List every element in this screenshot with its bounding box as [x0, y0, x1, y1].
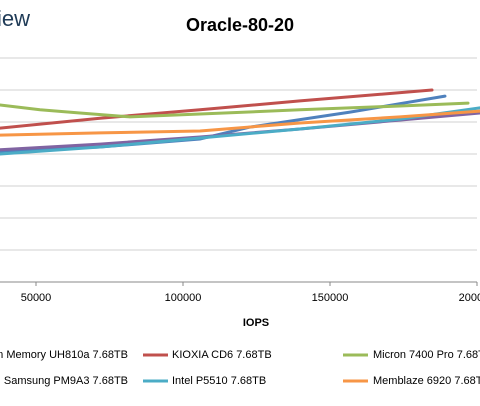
x-tick-label: 150000 — [312, 292, 349, 304]
legend-label: Samsung PM9A3 7.68TB — [4, 375, 128, 387]
logo: StorageReview — [0, 6, 30, 31]
series-line — [0, 109, 480, 137]
x-tick-label: 50000 — [21, 292, 52, 304]
legend-label: Union Memory UH810a 7.68TB — [0, 349, 128, 361]
x-axis-label: IOPS — [243, 317, 269, 329]
series-line — [0, 94, 447, 153]
x-tick-label: 200000 — [459, 292, 480, 304]
chart-title: Oracle-80-20 — [186, 15, 294, 35]
x-tick-label: 100000 — [165, 292, 202, 304]
legend-label: Memblaze 6920 7.68TB — [373, 375, 480, 387]
legend-label: KIOXIA CD6 7.68TB — [172, 349, 272, 361]
legend-label: Micron 7400 Pro 7.68TB — [373, 349, 480, 361]
series-line — [0, 88, 434, 130]
legend-label: Intel P5510 7.68TB — [172, 375, 266, 387]
series-line — [0, 101, 470, 119]
